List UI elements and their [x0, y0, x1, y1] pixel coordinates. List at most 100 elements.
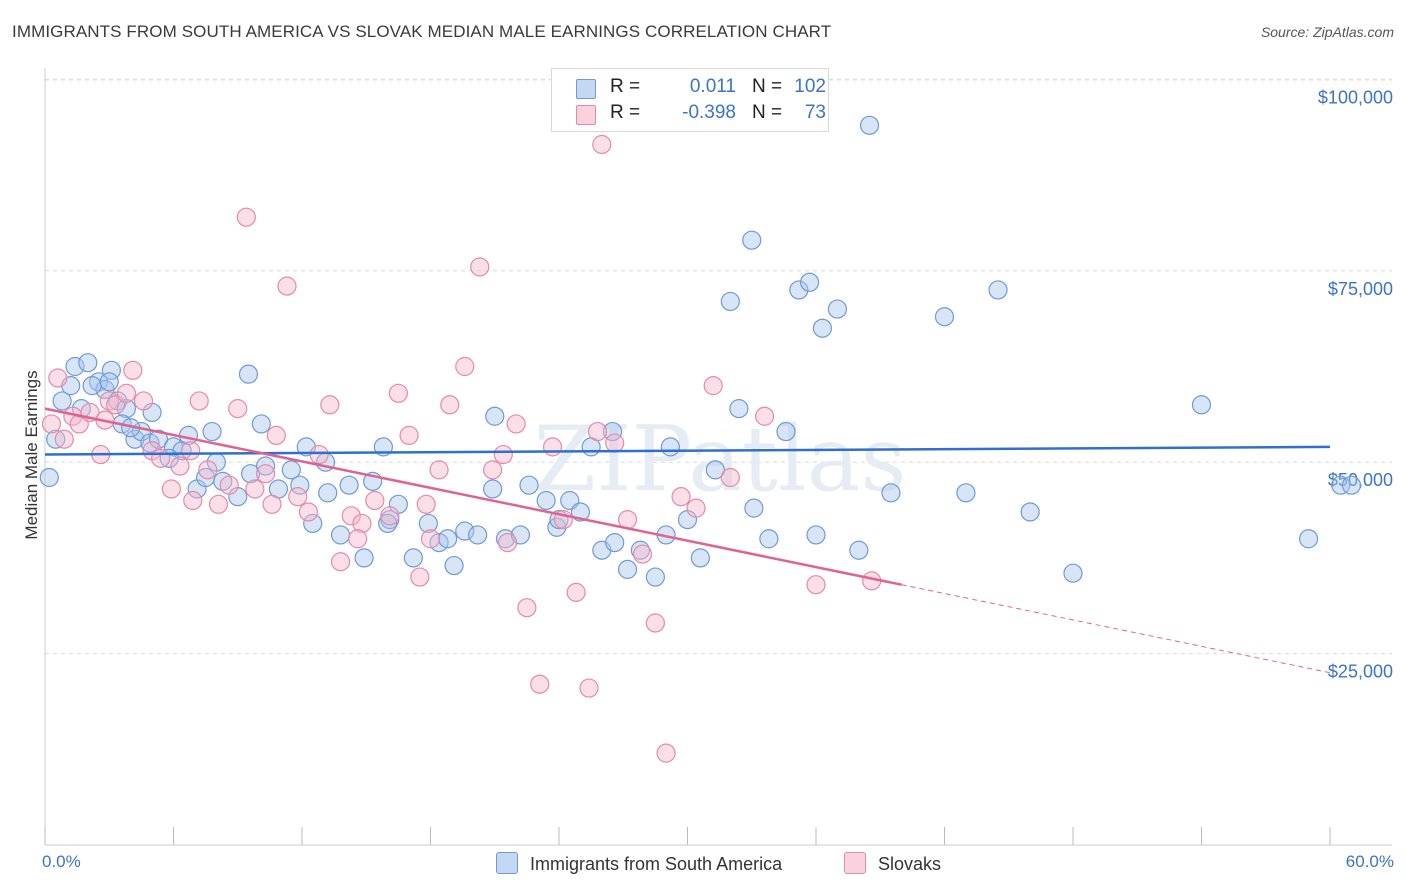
data-point-south-america: [605, 532, 625, 553]
legend-r-value: 0.011: [689, 76, 736, 97]
data-point-south-america: [403, 548, 423, 568]
data-point-slovaks: [219, 475, 239, 495]
data-point-south-america: [483, 479, 503, 499]
x-tick-min: 0.0%: [42, 852, 81, 871]
data-point-south-america: [519, 475, 539, 495]
y-tick-label: $75,000: [1328, 279, 1393, 299]
data-point-slovaks: [298, 502, 319, 522]
data-point-south-america: [617, 559, 638, 579]
data-point-south-america: [101, 360, 121, 380]
data-point-slovaks: [352, 513, 372, 534]
data-point-south-america: [645, 567, 665, 587]
data-point-south-america: [318, 483, 338, 503]
data-point-slovaks: [245, 479, 265, 499]
data-point-south-america: [1063, 563, 1083, 583]
data-point-south-america: [742, 230, 762, 250]
data-point-slovaks: [671, 487, 691, 507]
bottom-legend-label: Slovaks: [878, 854, 942, 874]
data-point-slovaks: [183, 490, 203, 511]
data-point-south-america: [438, 529, 458, 549]
data-point-south-america: [956, 483, 976, 503]
legend-n-label: N =: [752, 102, 783, 123]
data-point-slovaks: [266, 425, 286, 446]
data-point-south-america: [303, 513, 323, 534]
data-point-south-america: [1020, 502, 1040, 522]
data-point-south-america: [52, 391, 72, 411]
data-point-slovaks: [605, 433, 625, 453]
data-point-slovaks: [208, 494, 229, 514]
data-point-south-america: [729, 399, 749, 419]
data-point-south-america: [455, 521, 475, 541]
data-point-slovaks: [277, 276, 297, 296]
data-point-south-america: [849, 540, 869, 560]
data-point-south-america: [255, 456, 276, 476]
data-point-slovaks: [365, 490, 385, 511]
data-point-slovaks: [41, 414, 62, 434]
chart-source: Source: ZipAtlas.com: [1260, 24, 1394, 40]
bottom-legend-item-pink: Slovaks: [844, 852, 941, 875]
data-point-slovaks: [656, 743, 676, 763]
data-point-slovaks: [48, 368, 68, 388]
data-point-south-america: [39, 467, 59, 488]
data-point-south-america: [485, 406, 505, 426]
data-point-slovaks: [703, 376, 723, 396]
data-point-slovaks: [309, 444, 329, 465]
data-point-south-america: [354, 548, 374, 568]
data-point-slovaks: [388, 383, 408, 403]
data-point-south-america: [859, 115, 880, 135]
data-point-slovaks: [151, 448, 171, 468]
data-point-slovaks: [330, 552, 351, 572]
data-point-slovaks: [587, 421, 608, 442]
data-point-south-america: [881, 483, 901, 503]
trendline-slovaks-extension: [901, 584, 1331, 674]
data-point-slovaks: [632, 544, 653, 564]
data-point-slovaks: [754, 406, 775, 426]
bottom-legend-swatch-blue: [496, 852, 518, 874]
data-point-slovaks: [645, 613, 665, 633]
data-point-slovaks: [455, 356, 475, 377]
legend-r-label: R =: [610, 102, 641, 123]
data-point-slovaks: [506, 414, 526, 434]
data-point-south-america: [934, 307, 955, 327]
legend-n-value: 73: [804, 102, 826, 123]
data-point-slovaks: [806, 575, 826, 595]
data-point-slovaks: [498, 532, 518, 553]
data-point-south-america: [789, 280, 809, 300]
data-point-south-america: [1191, 395, 1212, 415]
data-point-slovaks: [170, 456, 190, 476]
data-point-slovaks: [348, 529, 368, 549]
data-point-south-america: [602, 421, 623, 442]
data-point-south-america: [1298, 529, 1319, 549]
data-point-slovaks: [161, 479, 181, 499]
y-tick-label: $50,000: [1328, 470, 1393, 490]
data-point-south-america: [378, 513, 398, 534]
data-point-south-america: [330, 525, 351, 545]
data-point-slovaks: [566, 582, 586, 602]
data-point-slovaks: [288, 487, 308, 507]
data-point-slovaks: [592, 134, 612, 155]
data-point-south-america: [148, 429, 169, 449]
data-point-south-america: [444, 555, 464, 576]
data-point-south-america: [660, 437, 680, 457]
data-point-slovaks: [198, 460, 218, 480]
legend-swatch-blue: [576, 79, 596, 99]
data-point-south-america: [536, 490, 556, 511]
legend-swatch-pink: [576, 105, 596, 125]
data-point-south-america: [125, 429, 145, 449]
data-point-south-america: [759, 529, 779, 549]
data-point-slovaks: [440, 395, 460, 415]
data-point-slovaks: [255, 464, 276, 484]
data-point-south-america: [705, 460, 725, 480]
data-point-south-america: [1341, 475, 1362, 495]
data-point-south-america: [251, 414, 271, 434]
data-point-south-america: [547, 517, 567, 537]
data-point-slovaks: [579, 678, 599, 698]
data-point-slovaks: [123, 360, 143, 380]
data-point-south-america: [238, 364, 259, 384]
data-point-slovaks: [116, 383, 136, 403]
data-point-slovaks: [262, 494, 282, 514]
data-point-slovaks: [530, 674, 550, 694]
data-point-slovaks: [416, 494, 436, 514]
legend-n-value: 102: [794, 76, 826, 97]
data-point-south-america: [99, 372, 119, 392]
